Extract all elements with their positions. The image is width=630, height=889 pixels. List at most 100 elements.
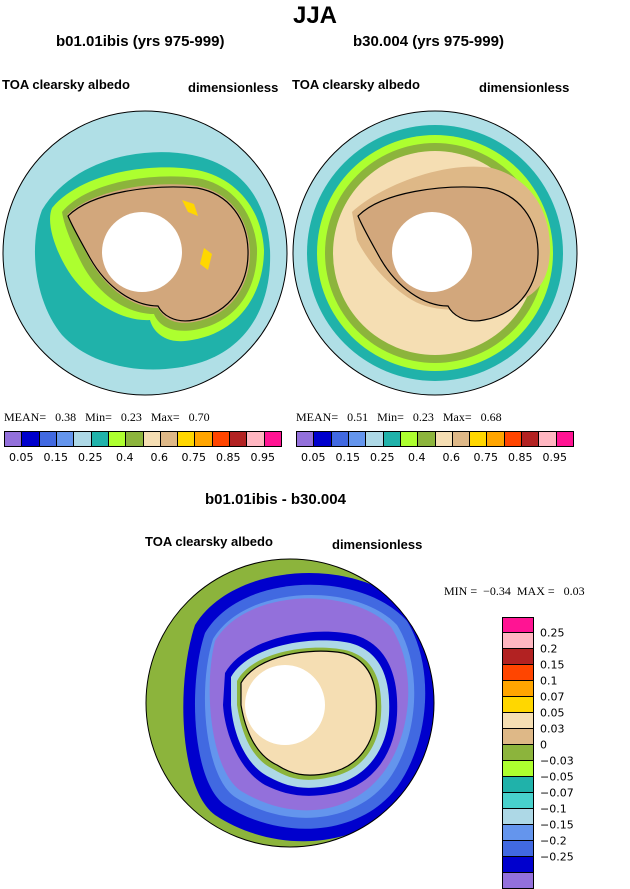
polar-hole [245,665,325,745]
colorbar-swatch [502,825,534,841]
colorbar-tick-label: −0.1 [540,802,567,816]
diff-panel-subtitle: b01.01ibis - b30.004 [205,491,346,508]
colorbar-swatch [502,633,534,649]
colorbar-tick-label: 0.05 [540,706,565,720]
colorbar-swatch [418,432,436,446]
colorbar-tick-label: −0.03 [540,754,574,768]
map-boundary [2,110,288,396]
high-albedo-patch [200,248,212,270]
left-panel-variable: TOA clearsky albedo [2,77,130,92]
colorbar-swatch [502,873,534,889]
colorbar-tick-label: 0.1 [540,674,558,688]
diff-panel-variable: TOA clearsky albedo [145,534,273,549]
colorbar-swatch [160,432,179,446]
colorbar-tick-label: −0.07 [540,786,574,800]
colorbar-swatch [502,841,534,857]
map-boundary [292,110,578,396]
colorbar-swatch [502,793,534,809]
colorbar-swatch [108,432,127,446]
colorbar-swatch [74,432,92,446]
colorbar-swatch [502,681,534,697]
colorbar-swatch [522,432,540,446]
colorbar-swatch [264,432,281,446]
colorbar-swatch [502,809,534,825]
colorbar-swatch [502,665,534,681]
figure-title: JJA [292,2,338,29]
colorbar-swatch [195,432,213,446]
colorbar-tick-label: 0.03 [540,722,565,736]
diff-polar-map [145,558,435,848]
colorbar-tick-label: 0.25 [78,451,103,464]
right-stats: MEAN= 0.51 Min= 0.23 Max= 0.68 [296,410,502,424]
colorbar-swatch [504,432,523,446]
antarctic-coastline [67,186,249,322]
colorbar-swatch [502,777,534,793]
colorbar-swatch [297,432,315,446]
left-colorbar [4,431,282,447]
colorbar-tick-label: 0.85 [508,451,533,464]
colorbar-swatch [502,617,534,633]
colorbar-tick-label: 0.95 [542,451,568,464]
colorbar-swatch [435,432,453,446]
colorbar-tick-label: 0.15 [335,451,361,464]
colorbar-tick-label: 0.6 [150,451,169,464]
colorbar-swatch [56,432,75,446]
colorbar-tick-label: −0.05 [540,770,574,784]
diff-colorbar-labels: 0.25 0.2 0.15 0.1 0.07 0.05 0.03 0 −0.03 −0.05 −0.… [540,617,600,889]
colorbar-tick-label: 0.4 [408,451,426,464]
colorbar-tick-label: 0.85 [216,451,241,464]
right-panel-variable: TOA clearsky albedo [292,77,420,92]
right-colorbar [296,431,574,447]
colorbar-tick-label: 0.4 [116,451,134,464]
right-panel-subtitle: b30.004 (yrs 975-999) [353,33,504,50]
right-polar-map [292,110,578,396]
diff-stats: MIN = −0.34 MAX = 0.03 [444,584,585,598]
colorbar-swatch [212,432,231,446]
colorbar-swatch [247,432,265,446]
colorbar-swatch [126,432,144,446]
right-colorbar-ticks: 0.05 0.15 0.25 0.4 0.6 0.75 0.85 0.95 [296,451,572,465]
colorbar-tick-label: 0.95 [250,451,276,464]
colorbar-swatch [383,432,401,446]
colorbar-swatch [502,729,534,745]
colorbar-tick-label: 0.15 [540,658,565,672]
colorbar-swatch [314,432,332,446]
colorbar-swatch [502,761,534,777]
colorbar-swatch [366,432,384,446]
colorbar-swatch [400,432,419,446]
colorbar-swatch [470,432,488,446]
colorbar-swatch [502,745,534,761]
map-boundary [145,558,435,848]
colorbar-tick-label: 0.2 [540,642,558,656]
colorbar-swatch [487,432,505,446]
colorbar-swatch [143,432,161,446]
high-albedo-patch [182,200,198,216]
colorbar-swatch [452,432,471,446]
colorbar-tick-label: 0.75 [181,451,207,464]
colorbar-tick-label: −0.2 [540,834,567,848]
diff-panel-units: dimensionless [332,537,423,552]
colorbar-swatch [502,857,534,873]
colorbar-swatch [539,432,557,446]
colorbar-tick-label: 0.05 [9,451,34,464]
colorbar-tick-label: 0.25 [370,451,395,464]
colorbar-tick-label: −0.15 [540,818,574,832]
colorbar-tick-label: 0.75 [473,451,499,464]
left-stats: MEAN= 0.38 Min= 0.23 Max= 0.70 [4,410,210,424]
colorbar-swatch [39,432,57,446]
colorbar-swatch [230,432,248,446]
colorbar-swatch [331,432,349,446]
left-colorbar-ticks: 0.05 0.15 0.25 0.4 0.6 0.75 0.85 0.95 [4,451,280,465]
colorbar-tick-label: 0.05 [301,451,326,464]
colorbar-swatch [22,432,40,446]
left-panel-units: dimensionless [188,80,279,95]
polar-hole [102,212,182,292]
right-panel-units: dimensionless [479,80,570,95]
left-panel-subtitle: b01.01ibis (yrs 975-999) [56,33,225,50]
colorbar-swatch [5,432,23,446]
colorbar-tick-label: 0 [540,738,547,752]
colorbar-swatch [502,697,534,713]
colorbar-tick-label: 0.15 [43,451,69,464]
colorbar-tick-label: 0.6 [442,451,461,464]
colorbar-swatch [91,432,109,446]
